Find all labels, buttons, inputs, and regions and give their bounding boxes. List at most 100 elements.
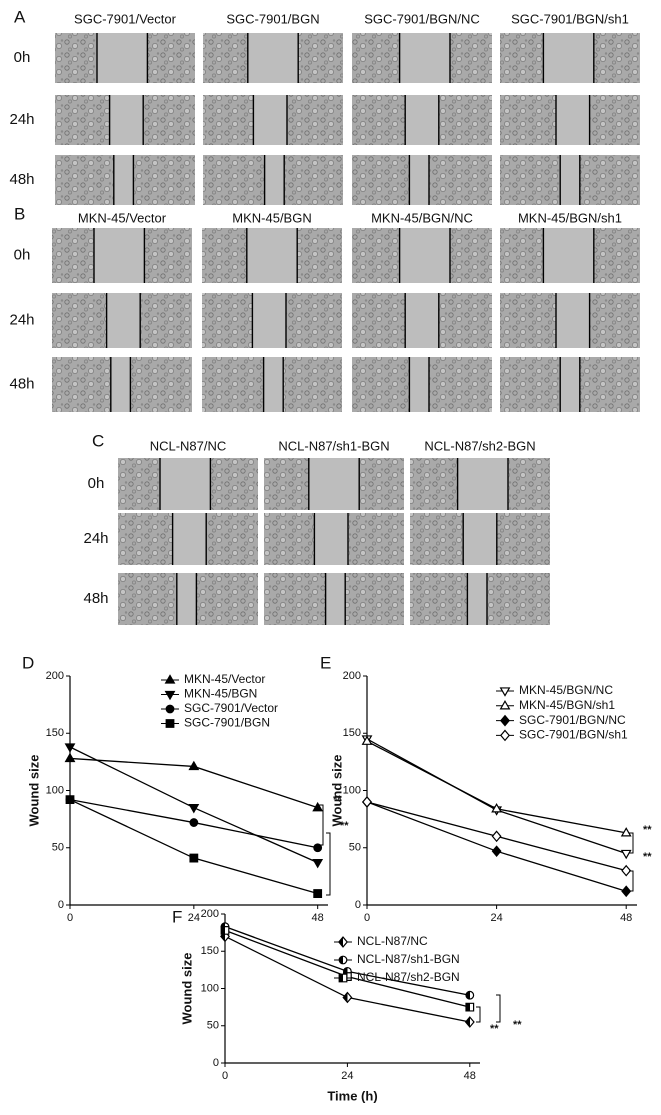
micrograph: [202, 293, 342, 348]
y-tick-label: 50: [207, 1020, 219, 1032]
wound-gap: [97, 33, 148, 83]
micrograph: [500, 95, 640, 145]
y-tick-label: 100: [46, 784, 64, 796]
y-axis-title: Wound size: [329, 755, 344, 827]
wound-gap: [106, 293, 141, 348]
micrograph: [203, 155, 343, 205]
wound-gap: [308, 458, 360, 510]
column-header: MKN-45/BGN: [232, 210, 311, 225]
marker: [361, 735, 373, 745]
micrograph: [410, 458, 550, 510]
x-tick-label: 0: [67, 912, 73, 924]
wound-gap: [556, 95, 590, 145]
column-header: NCL-N87/NC: [150, 438, 227, 453]
micrograph: [203, 33, 343, 83]
legend-marker: [338, 936, 348, 948]
significance: **: [490, 1023, 499, 1035]
micrograph: [118, 458, 258, 510]
legend-label: MKN-45/Vector: [184, 672, 265, 686]
series-line: [366, 740, 627, 834]
legend-label: SGC-7901/BGN/NC: [519, 713, 626, 727]
row-label: 48h: [83, 590, 108, 607]
x-tick-label: 0: [222, 1070, 228, 1082]
y-tick-label: 0: [355, 899, 361, 911]
wound-gap: [556, 293, 590, 348]
wound-gap: [263, 357, 284, 412]
significance: **: [513, 1019, 522, 1031]
y-tick-label: 50: [52, 842, 64, 854]
wound-gap: [409, 155, 429, 205]
marker: [189, 818, 199, 827]
marker: [188, 804, 200, 814]
marker: [220, 925, 230, 935]
wound-gap: [253, 95, 287, 145]
row-label: 48h: [9, 375, 34, 392]
legend-marker: [338, 955, 348, 965]
legend-label: NCL-N87/sh1-BGN: [357, 952, 460, 966]
marker: [465, 1002, 475, 1012]
micrograph: [500, 155, 640, 205]
wound-gap: [560, 357, 580, 412]
panel-label: B: [14, 204, 25, 223]
y-tick-label: 100: [201, 982, 219, 994]
marker: [312, 858, 324, 869]
wound-gap: [405, 293, 439, 348]
micrograph: [52, 293, 192, 348]
significance-bracket: [319, 804, 324, 846]
x-tick-label: 24: [341, 1070, 353, 1082]
panel-label: E: [320, 653, 331, 672]
wound-gap: [110, 357, 131, 412]
micrograph: [264, 458, 404, 510]
legend-marker: [165, 704, 175, 714]
row-label: 24h: [9, 311, 34, 328]
micrograph: [202, 357, 342, 412]
column-header: MKN-45/BGN/NC: [371, 210, 473, 225]
y-tick-label: 200: [46, 670, 64, 682]
x-tick-label: 48: [464, 1070, 476, 1082]
row-label: 0h: [14, 246, 31, 263]
marker: [620, 849, 632, 860]
micrograph: [52, 228, 192, 283]
marker: [313, 889, 323, 898]
legend-label: MKN-45/BGN: [184, 687, 257, 701]
row-label: 0h: [14, 49, 31, 66]
legend-marker: [500, 729, 510, 742]
micrograph: [352, 155, 492, 205]
micrograph: [352, 357, 492, 412]
panel-label: C: [92, 431, 104, 450]
micrograph: [352, 293, 492, 348]
marker: [64, 743, 76, 753]
y-tick-label: 50: [349, 842, 361, 854]
panel-label: F: [172, 907, 182, 926]
row-label: 48h: [9, 171, 34, 188]
marker: [362, 796, 372, 808]
micrograph: [264, 573, 404, 625]
legend-label: SGC-7901/BGN: [184, 716, 270, 730]
legend-marker: [500, 714, 510, 727]
y-tick-label: 0: [213, 1057, 219, 1069]
wound-gap: [543, 33, 594, 83]
legend-marker: [499, 700, 511, 710]
column-header: SGC-7901/Vector: [74, 11, 177, 26]
wound-gap: [176, 573, 197, 625]
row-label: 24h: [9, 111, 34, 128]
x-tick-label: 48: [312, 912, 324, 924]
column-header: SGC-7901/BGN: [226, 11, 319, 26]
marker: [620, 827, 632, 837]
significance: **: [340, 820, 349, 832]
row-label: 0h: [88, 475, 105, 492]
wound-gap: [325, 573, 346, 625]
marker: [621, 885, 632, 898]
marker: [64, 752, 76, 763]
legend-marker: [164, 690, 176, 701]
marker: [65, 795, 75, 805]
y-tick-label: 150: [46, 727, 64, 739]
y-axis-title: Wound size: [179, 953, 194, 1025]
column-header: SGC-7901/BGN/NC: [364, 11, 480, 26]
micrograph: [500, 33, 640, 83]
micrograph: [500, 357, 640, 412]
wound-gap: [246, 228, 298, 283]
micrograph: [202, 228, 342, 283]
x-tick-label: 48: [620, 912, 632, 924]
